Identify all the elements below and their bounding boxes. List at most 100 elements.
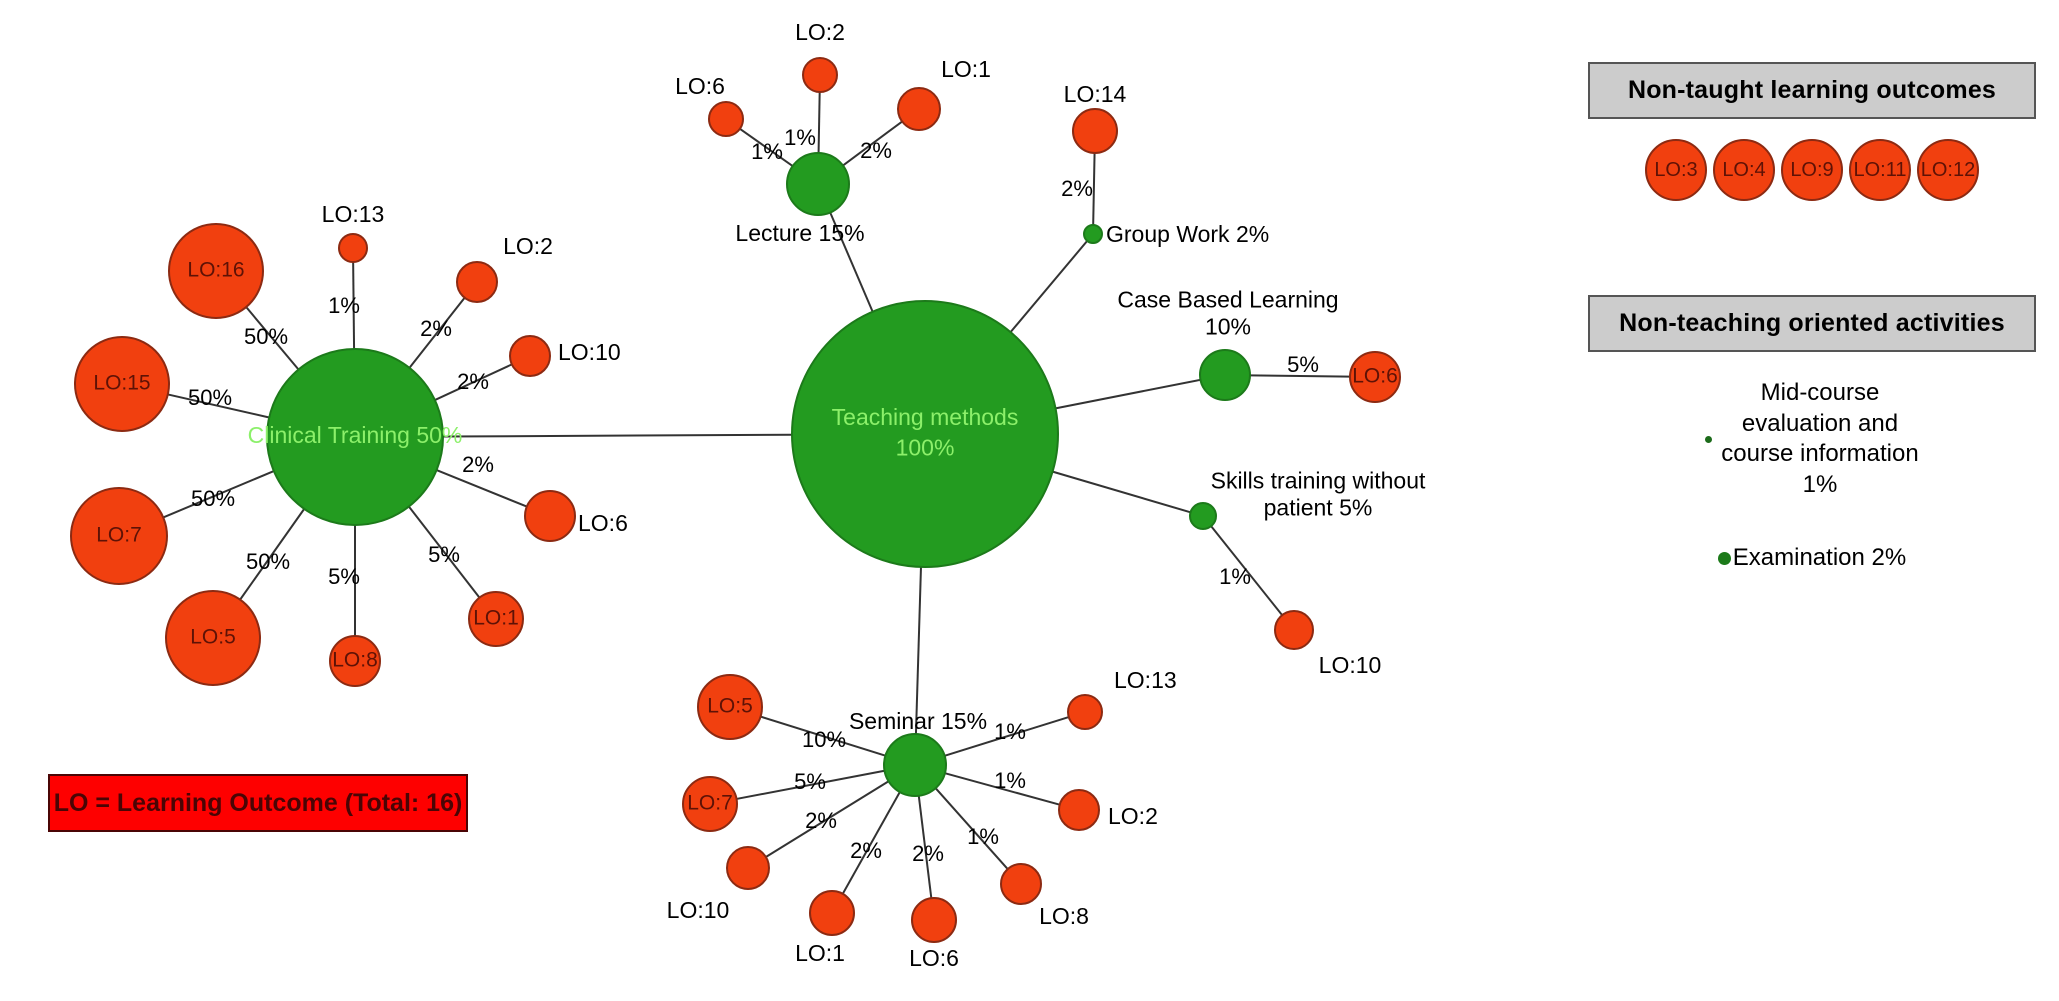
edge-labels-layer: 50%50%50%50%1%2%2%2%5%5%1%1%2%2%5%1%10%5…	[188, 125, 1319, 866]
node-ct_lo8[interactable]	[329, 635, 381, 687]
lo-key-label: LO = Learning Outcome (Total: 16)	[53, 788, 463, 817]
non-taught-bubble-1[interactable]: LO:4	[1713, 139, 1775, 201]
non-teaching-activities-panel: Non-teaching oriented activities Mid-cou…	[1588, 295, 2036, 574]
non-taught-bubble-2[interactable]: LO:9	[1781, 139, 1843, 201]
edge-label-seminar-sem_lo5: 10%	[802, 727, 846, 752]
edge-lecture-to-lec_lo1	[842, 120, 903, 167]
node-label-ct_lo16: LO:16	[187, 259, 244, 282]
node-sem_lo5[interactable]	[697, 674, 763, 740]
node-outer-label-sk_lo10: LO:10	[1319, 652, 1382, 678]
node-sem_lo8[interactable]	[1000, 863, 1042, 905]
node-lec_lo2[interactable]	[802, 57, 838, 93]
node-sem_lo2[interactable]	[1058, 789, 1100, 831]
edge-label-lecture-lec_lo1: 2%	[860, 138, 892, 163]
node-sem_lo13[interactable]	[1067, 694, 1103, 730]
edge-label-seminar-sem_lo6: 2%	[912, 841, 944, 866]
node-root[interactable]	[791, 300, 1059, 568]
edge-clinical-to-ct_lo5	[239, 508, 306, 601]
node-outer-label-seminar: Seminar 15%	[849, 708, 987, 734]
edge-clinical-to-ct_lo10	[434, 363, 513, 401]
node-gw_lo14[interactable]	[1072, 108, 1118, 154]
node-cbl_lo6[interactable]	[1349, 351, 1401, 403]
non-teaching-item-label: Mid-course evaluation and course informa…	[1721, 379, 1919, 499]
node-group[interactable]	[1083, 224, 1103, 244]
node-outer-label-ct_lo10: LO:10	[558, 339, 621, 365]
non-taught-bubble-4[interactable]: LO:12	[1917, 139, 1979, 201]
edge-seminar-to-sem_lo13	[944, 716, 1070, 757]
node-ct_lo5[interactable]	[165, 590, 261, 686]
edge-lecture-to-lec_lo2	[817, 91, 821, 154]
node-outer-label-lecture: Lecture 15%	[735, 220, 864, 246]
node-outer-label-skills: Skills training without	[1211, 468, 1426, 494]
edge-group-to-gw_lo14	[1092, 152, 1096, 226]
node-lecture[interactable]	[786, 152, 850, 216]
edge-clinical-to-ct_lo15	[167, 393, 270, 419]
edge-label-seminar-sem_lo13: 1%	[994, 719, 1026, 744]
node-ct_lo6[interactable]	[524, 490, 576, 542]
node-label-ct_lo5: LO:5	[190, 626, 236, 649]
node-lec_lo1[interactable]	[897, 87, 941, 131]
edge-label-clinical-ct_lo8: 5%	[328, 564, 360, 589]
node-ct_lo7[interactable]	[70, 487, 168, 585]
node-outer-label-sem_lo6: LO:6	[909, 945, 959, 971]
edge-label-clinical-ct_lo1: 5%	[428, 542, 460, 567]
node-label-cbl_lo6: LO:6	[1352, 365, 1398, 388]
edge-label-seminar-sem_lo8: 1%	[967, 824, 999, 849]
edge-root-to-clinical	[442, 433, 793, 438]
edge-seminar-to-sem_lo6	[917, 795, 933, 899]
non-taught-bubble-3[interactable]: LO:11	[1849, 139, 1911, 201]
node-clinical[interactable]	[266, 348, 444, 526]
edges-layer	[162, 91, 1351, 899]
edge-label-lecture-lec_lo2: 1%	[784, 125, 816, 150]
edge-lecture-to-lec_lo6	[739, 127, 794, 167]
edge-clinical-to-ct_lo6	[436, 469, 528, 508]
node-outer-label-cbl: 10%	[1205, 314, 1251, 340]
node-ct_lo2[interactable]	[456, 261, 498, 303]
node-lec_lo6[interactable]	[708, 101, 744, 137]
node-label-root: Teaching methods	[832, 404, 1019, 430]
node-seminar[interactable]	[883, 733, 947, 797]
non-teaching-item-list: Mid-course evaluation and course informa…	[1588, 378, 2036, 574]
node-sem_lo1[interactable]	[809, 890, 855, 936]
lo-key-box: LO = Learning Outcome (Total: 16)	[48, 774, 468, 832]
edge-clinical-to-ct_lo1	[408, 505, 481, 599]
activity-dot-icon	[1705, 435, 1713, 443]
node-outer-label-gw_lo14: LO:14	[1064, 81, 1127, 107]
node-ct_lo16[interactable]	[168, 223, 264, 319]
edge-label-seminar-sem_lo1: 2%	[850, 838, 882, 863]
node-skills[interactable]	[1189, 502, 1217, 530]
edge-root-to-cbl	[1055, 378, 1201, 410]
node-outer-label-sem_lo8: LO:8	[1039, 903, 1089, 929]
node-outer-label-ct_lo6: LO:6	[578, 510, 628, 536]
non-taught-learning-outcomes-panel: Non-taught learning outcomes LO:3 LO:4 LO:…	[1588, 62, 2036, 201]
node-label-sem_lo7: LO:7	[687, 792, 733, 815]
node-sem_lo10[interactable]	[726, 846, 770, 890]
node-ct_lo15[interactable]	[74, 336, 170, 432]
node-sem_lo6[interactable]	[911, 897, 957, 943]
node-outer-label-skills: patient 5%	[1264, 495, 1373, 521]
node-ct_lo10[interactable]	[509, 335, 551, 377]
node-outer-label-sem_lo2: LO:2	[1108, 803, 1158, 829]
edge-root-to-seminar	[914, 566, 922, 735]
node-sem_lo7[interactable]	[682, 776, 738, 832]
edge-label-clinical-ct_lo6: 2%	[462, 452, 494, 477]
non-teaching-item-label: Examination 2%	[1732, 543, 1907, 571]
non-taught-bubble-0[interactable]: LO:3	[1645, 139, 1707, 201]
edge-clinical-to-ct_lo13	[352, 261, 356, 350]
edge-root-to-skills	[1052, 470, 1191, 514]
node-outer-label-lec_lo6: LO:6	[675, 73, 725, 99]
node-ct_lo13[interactable]	[338, 233, 368, 263]
nodes-layer	[70, 57, 1401, 943]
node-outer-label-lec_lo2: LO:2	[795, 19, 845, 45]
node-sk_lo10[interactable]	[1274, 610, 1314, 650]
node-cbl[interactable]	[1199, 349, 1251, 401]
edge-skills-to-sk_lo10	[1210, 525, 1283, 616]
node-outer-label-sem_lo1: LO:1	[795, 940, 845, 966]
edge-seminar-to-sem_lo10	[765, 780, 890, 858]
node-label-ct_lo7: LO:7	[96, 524, 142, 547]
non-taught-bubble-list: LO:3 LO:4 LO:9 LO:11 LO:12	[1588, 139, 2036, 201]
node-outer-label-ct_lo2: LO:2	[503, 233, 553, 259]
node-ct_lo1[interactable]	[468, 591, 524, 647]
edge-label-skills-sk_lo10: 1%	[1219, 564, 1251, 589]
